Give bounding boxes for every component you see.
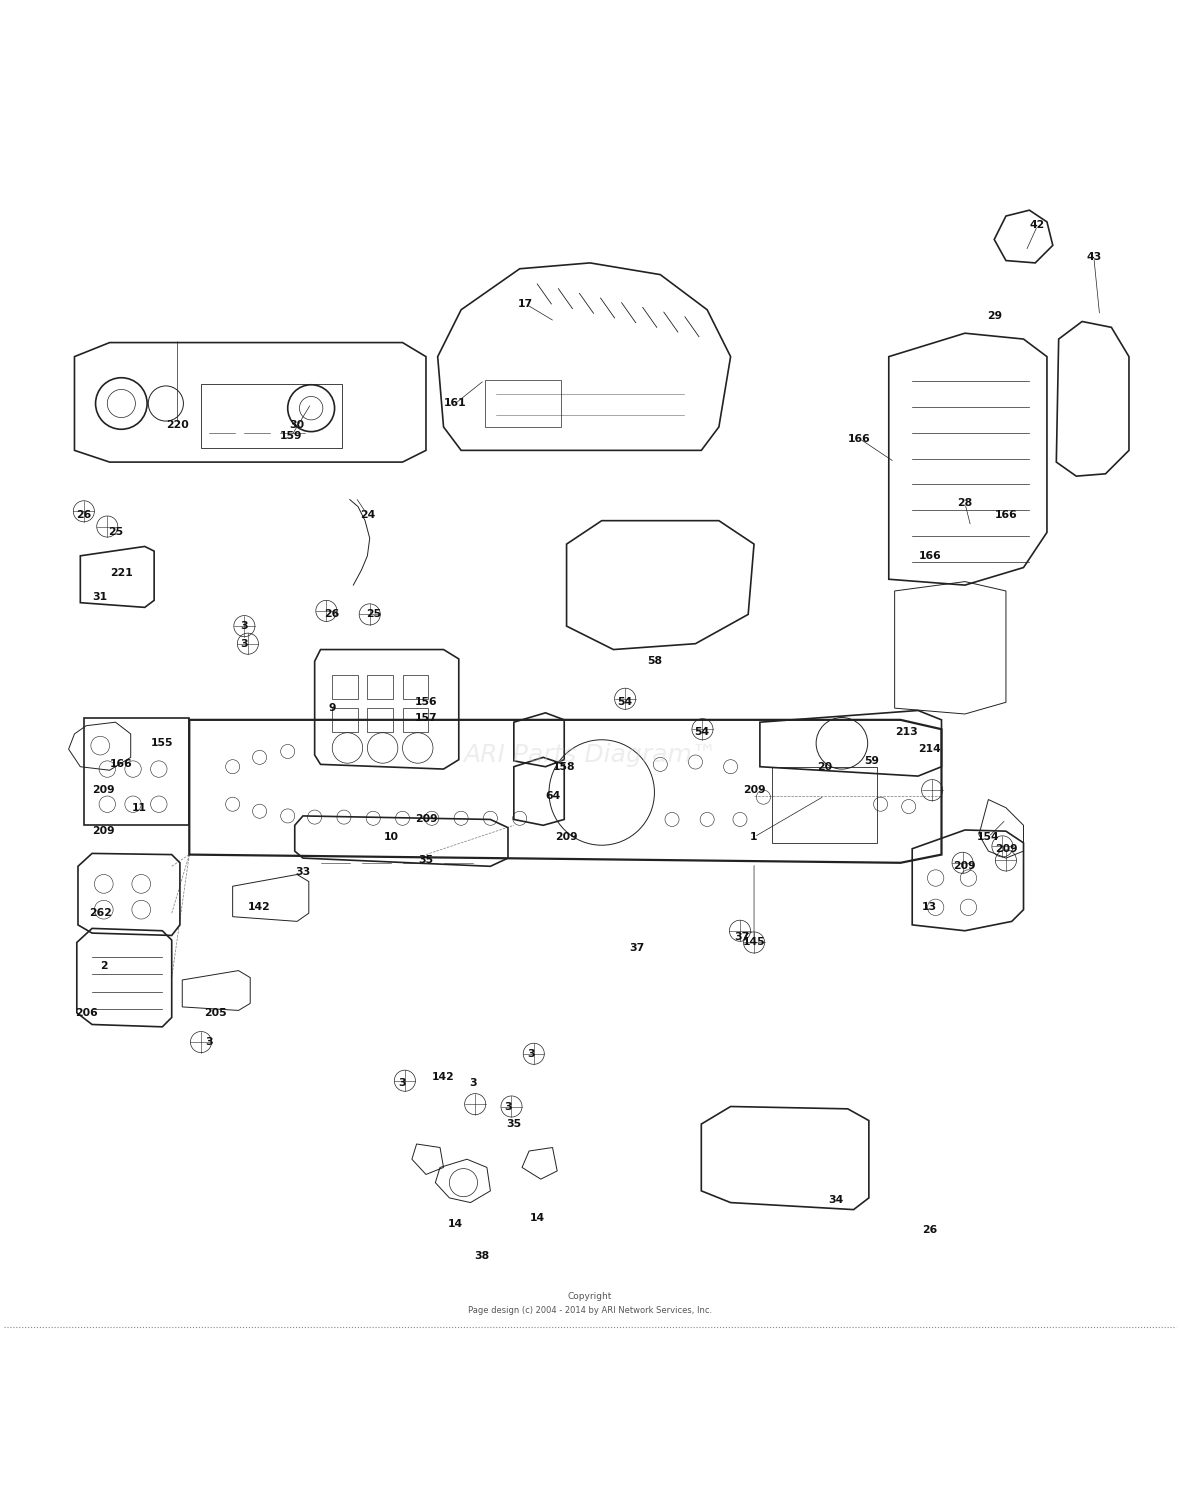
Text: 142: 142 — [248, 903, 271, 912]
Text: 3: 3 — [241, 621, 248, 631]
Text: 54: 54 — [694, 726, 709, 737]
Text: 156: 156 — [414, 698, 438, 707]
Text: 209: 209 — [92, 785, 116, 796]
Text: 166: 166 — [918, 551, 942, 560]
Text: 26: 26 — [77, 510, 92, 519]
Text: 33: 33 — [295, 867, 310, 877]
Text: 58: 58 — [647, 657, 662, 666]
Text: ARI Parts Diagram™: ARI Parts Diagram™ — [463, 743, 717, 767]
Text: 59: 59 — [864, 757, 879, 766]
Text: 34: 34 — [828, 1196, 844, 1205]
Text: 2: 2 — [100, 960, 107, 971]
Text: 11: 11 — [131, 803, 146, 812]
Bar — [485, 381, 560, 427]
Bar — [402, 708, 428, 731]
Text: 35: 35 — [419, 856, 433, 865]
Text: 214: 214 — [918, 744, 942, 753]
Text: 158: 158 — [553, 761, 576, 772]
Text: 159: 159 — [280, 432, 302, 441]
Text: 54: 54 — [617, 698, 632, 707]
Text: 142: 142 — [432, 1072, 455, 1083]
Text: 31: 31 — [93, 592, 107, 602]
Text: 209: 209 — [742, 785, 766, 796]
Text: 166: 166 — [848, 433, 871, 444]
Text: 35: 35 — [506, 1119, 522, 1129]
Bar — [84, 717, 189, 826]
Bar — [367, 675, 393, 699]
Text: 64: 64 — [545, 791, 560, 800]
Text: 26: 26 — [922, 1225, 937, 1235]
Text: 166: 166 — [995, 510, 1017, 519]
Text: 38: 38 — [474, 1252, 490, 1261]
Text: 206: 206 — [74, 1007, 98, 1018]
Text: 1: 1 — [750, 832, 758, 843]
Text: 26: 26 — [324, 610, 340, 619]
Text: 145: 145 — [742, 938, 766, 947]
Text: 14: 14 — [447, 1219, 463, 1229]
Text: Copyright: Copyright — [568, 1293, 612, 1300]
Bar — [333, 708, 358, 731]
Text: 20: 20 — [817, 761, 832, 772]
Text: 3: 3 — [205, 1037, 214, 1046]
Text: 9: 9 — [328, 704, 336, 713]
Text: 10: 10 — [384, 832, 399, 843]
Text: 213: 213 — [894, 726, 918, 737]
Text: 209: 209 — [556, 832, 578, 843]
Bar — [772, 767, 877, 843]
Text: 25: 25 — [366, 610, 381, 619]
Bar — [333, 675, 358, 699]
Text: 209: 209 — [995, 844, 1017, 853]
Bar — [201, 384, 341, 448]
Text: 3: 3 — [241, 639, 248, 649]
Text: 154: 154 — [977, 832, 999, 843]
Text: 3: 3 — [504, 1101, 512, 1111]
Text: 166: 166 — [110, 760, 132, 770]
Text: 161: 161 — [444, 399, 466, 409]
Text: 205: 205 — [204, 1007, 227, 1018]
Text: 25: 25 — [107, 527, 123, 538]
Text: 220: 220 — [166, 420, 189, 429]
Text: 37: 37 — [629, 944, 644, 953]
Text: Page design (c) 2004 - 2014 by ARI Network Services, Inc.: Page design (c) 2004 - 2014 by ARI Netwo… — [468, 1306, 712, 1315]
Bar — [367, 708, 393, 731]
Text: 157: 157 — [414, 713, 438, 722]
Text: 3: 3 — [399, 1078, 406, 1089]
Text: 37: 37 — [735, 932, 750, 942]
Text: 42: 42 — [1030, 220, 1045, 231]
Text: 13: 13 — [923, 903, 937, 912]
Text: 30: 30 — [289, 420, 304, 429]
Text: 17: 17 — [518, 299, 533, 310]
Text: 209: 209 — [92, 826, 116, 837]
Text: 24: 24 — [360, 510, 375, 519]
Text: 28: 28 — [957, 498, 972, 507]
Text: 43: 43 — [1087, 252, 1101, 263]
Bar — [402, 675, 428, 699]
Text: 221: 221 — [110, 568, 132, 578]
Text: 3: 3 — [527, 1049, 536, 1059]
Text: 262: 262 — [88, 908, 112, 918]
Text: 29: 29 — [986, 311, 1002, 320]
Text: 3: 3 — [468, 1078, 477, 1089]
Text: 14: 14 — [530, 1213, 545, 1223]
Text: 155: 155 — [151, 738, 173, 749]
Text: 209: 209 — [953, 861, 976, 871]
Text: 209: 209 — [414, 814, 438, 824]
